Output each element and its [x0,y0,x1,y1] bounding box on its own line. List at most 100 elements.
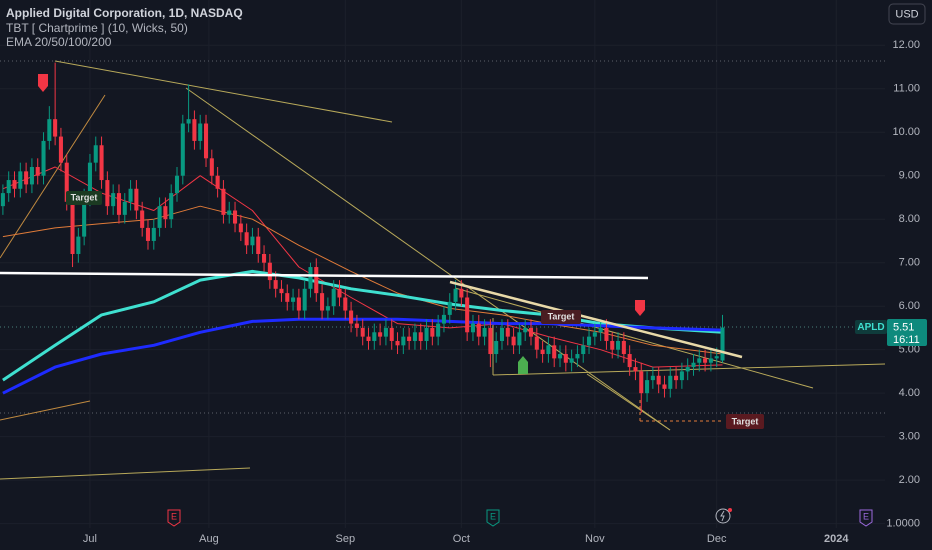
target-label: Target [71,192,98,202]
candle-body [616,340,621,350]
y-tick-label: 2.00 [899,474,920,486]
candle-body [505,327,510,337]
candle-body [24,171,29,185]
candle-body [262,253,267,263]
y-tick-label: 12.00 [892,39,920,51]
candle-body [308,267,313,289]
candle-body [378,332,383,337]
target-box [66,191,102,205]
candle-body [41,140,46,176]
x-tick-label: Aug [199,533,219,545]
event-icon[interactable] [486,509,500,527]
y-tick-label: 5.00 [899,344,920,356]
chart-title: Applied Digital Corporation, 1D, NASDAQ [6,6,243,20]
candle-body [383,327,388,337]
candle-body [157,206,162,228]
candle-body [424,327,429,341]
signal-marker [635,300,645,316]
candle-body [546,345,551,355]
candle-body [674,375,679,381]
candle-body [111,193,116,207]
currency-label[interactable]: USD [895,8,918,20]
candle-body [82,197,87,237]
candle-body [12,180,17,189]
trend-line [185,87,671,431]
candle-body [552,345,557,359]
candle-body [372,332,377,341]
candle-body [6,180,11,194]
candle-body [697,358,702,363]
candle-body [134,188,139,211]
symbol-label: APLD [857,322,884,333]
candle-body [499,327,505,341]
candle-body [412,332,417,341]
candle-body [180,123,185,176]
candle-body [418,332,423,341]
y-tick-label: 11.00 [893,83,920,95]
candle-body [650,375,655,381]
candle-body [534,336,539,350]
candle-body [64,162,69,202]
candle-body [604,327,609,341]
y-tick-label: 10.00 [892,126,920,138]
candle-body [215,175,220,189]
candle-body [116,193,121,215]
candle-body [441,314,446,324]
candle-body [563,354,568,363]
candle-body [453,288,458,302]
event-label[interactable]: E [490,511,496,521]
candle-body [128,188,133,202]
x-tick-label: Oct [453,533,470,545]
currency-button[interactable] [888,3,926,25]
events: E E E [167,508,873,527]
axes: 12.00 11.00 10.00 9.00 8.00 7.00 6.00 5.00 4.00 3… [83,39,920,545]
candle-body [366,336,371,341]
candle-body [621,340,626,355]
candle-body [482,327,487,337]
trend-line [0,94,106,259]
top-decor: Target Target Target [0,74,764,429]
candle-body [337,288,342,298]
trend-line [0,400,91,421]
ema-line [2,269,723,382]
candle-body [395,340,400,346]
candle-body [598,327,603,333]
candle-body [122,201,127,215]
candle-body [401,336,406,346]
event-label[interactable]: E [863,511,869,521]
candle-body [662,384,667,389]
candle-body [494,340,499,355]
event-icon[interactable] [167,509,181,527]
candle-body [627,354,632,368]
candle-body [203,123,209,159]
candle-body [360,327,365,337]
y-tick-label: 8.00 [899,213,920,225]
target-box [541,310,581,324]
candle-body [244,232,249,246]
event-icon[interactable] [859,509,873,527]
candle-body [720,327,725,361]
symbol-tag [855,320,887,334]
candle-body [320,293,325,311]
candle-body [349,310,354,324]
candle-body [540,349,545,355]
candle-body [221,188,226,215]
candle-body [592,332,597,337]
dividend-icon[interactable] [715,508,731,524]
candle-body [691,362,696,368]
candle-body [163,206,168,220]
candle-body [285,293,290,302]
legend: Applied Digital Corporation, 1D, NASDAQ … [6,6,243,49]
candle-body [58,136,63,163]
candle-body [523,327,528,333]
candle-body [76,236,81,254]
event-label[interactable]: E [171,511,177,521]
y-tick-label: 3.00 [899,431,920,443]
candle-body [459,288,464,298]
price-tag: APLD 5.51 16:11 [855,319,927,346]
candle-body [476,323,481,337]
candle-body [639,371,644,394]
candle-body [227,210,232,215]
candle-body [198,123,203,141]
